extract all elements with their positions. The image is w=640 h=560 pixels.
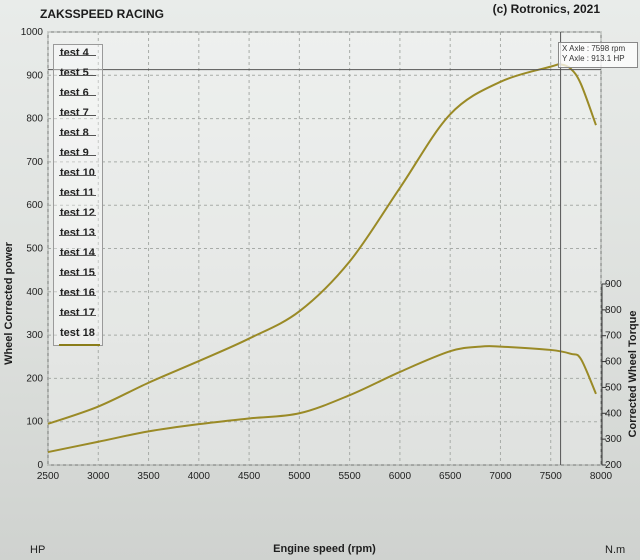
legend-item[interactable]: test 10 xyxy=(54,165,102,185)
legend-strike xyxy=(59,115,96,116)
right-tick-label: 900 xyxy=(605,279,622,290)
left-tick-label: 600 xyxy=(26,200,43,211)
grid-lines xyxy=(47,31,602,466)
legend-strike xyxy=(59,255,96,256)
legend-label: test 4 xyxy=(60,47,89,59)
legend-strike xyxy=(59,275,96,276)
legend-strike xyxy=(59,75,96,76)
x-tick-label: 6500 xyxy=(439,471,462,482)
legend-item[interactable]: test 16 xyxy=(54,285,102,305)
cursor-readout: X Axle : 7598 rpm Y Axle : 913.1 HP xyxy=(558,42,638,68)
legend-item[interactable]: test 9 xyxy=(54,145,102,165)
right-axis-unit: N.m xyxy=(605,544,625,556)
legend-item[interactable]: test 5 xyxy=(54,65,102,85)
left-tick-label: 100 xyxy=(26,417,43,428)
legend-label: test 16 xyxy=(60,287,95,299)
right-axis-ticks: 200 300 400 500 600 700 800 900 xyxy=(601,279,622,471)
legend: test 4 test 5 test 6 test 7 test 8 test 9 test… xyxy=(53,44,103,346)
x-tick-label: 4000 xyxy=(188,471,211,482)
legend-item[interactable]: test 18 xyxy=(54,325,102,346)
legend-strike xyxy=(59,95,96,96)
legend-label: test 8 xyxy=(60,127,89,139)
legend-strike xyxy=(59,295,96,296)
copyright-text: (c) Rotronics, 2021 xyxy=(492,2,600,16)
left-axis-title: Wheel Corrected power xyxy=(3,241,15,365)
legend-label: test 5 xyxy=(60,67,89,79)
right-tick-label: 500 xyxy=(605,382,622,393)
legend-label: test 14 xyxy=(60,247,95,259)
chart-title: ZAKSSPEED RACING xyxy=(40,7,165,21)
x-axis-title: Engine speed (rpm) xyxy=(273,543,376,555)
right-tick-label: 200 xyxy=(605,460,622,471)
legend-strike xyxy=(59,155,96,156)
legend-line-swatch xyxy=(59,344,100,346)
legend-strike xyxy=(59,195,96,196)
left-tick-label: 1000 xyxy=(21,27,44,38)
left-tick-label: 900 xyxy=(26,70,43,81)
legend-label: test 15 xyxy=(60,267,95,279)
left-tick-label: 400 xyxy=(26,287,43,298)
left-axis-unit: HP xyxy=(30,544,45,556)
x-tick-label: 7500 xyxy=(540,471,563,482)
torque-curve xyxy=(47,345,597,454)
cursor-y-readout: Y Axle : 913.1 HP xyxy=(562,54,625,63)
x-axis-ticks: 2500 3000 3500 4000 4500 5000 5500 6000 6500 7000… xyxy=(37,471,613,482)
legend-item[interactable]: test 12 xyxy=(54,205,102,225)
legend-item[interactable]: test 14 xyxy=(54,245,102,265)
right-tick-label: 600 xyxy=(605,357,622,368)
right-tick-label: 700 xyxy=(605,331,622,342)
legend-item[interactable]: test 11 xyxy=(54,185,102,205)
legend-label: test 17 xyxy=(60,307,95,319)
cursor-lines xyxy=(48,32,601,465)
legend-item[interactable]: test 15 xyxy=(54,265,102,285)
x-tick-label: 6000 xyxy=(389,471,412,482)
legend-item[interactable]: test 6 xyxy=(54,85,102,105)
legend-strike xyxy=(59,215,96,216)
x-tick-label: 4500 xyxy=(238,471,261,482)
right-tick-label: 400 xyxy=(605,408,622,419)
legend-label: test 18 xyxy=(60,327,95,339)
legend-label: test 12 xyxy=(60,207,95,219)
right-axis-title: Corrected Wheel Torque xyxy=(627,311,639,438)
legend-strike xyxy=(59,55,96,56)
legend-strike xyxy=(59,135,96,136)
x-tick-label: 3500 xyxy=(137,471,160,482)
legend-label: test 6 xyxy=(60,87,89,99)
legend-item[interactable]: test 4 xyxy=(54,45,102,65)
legend-label: test 9 xyxy=(60,147,89,159)
left-tick-label: 300 xyxy=(26,330,43,341)
x-tick-label: 5500 xyxy=(339,471,362,482)
right-tick-label: 300 xyxy=(605,434,622,445)
left-tick-label: 0 xyxy=(37,460,43,471)
legend-strike xyxy=(59,175,96,176)
cursor-x-readout: X Axle : 7598 rpm xyxy=(562,44,626,53)
x-tick-label: 5000 xyxy=(288,471,311,482)
x-tick-label: 7000 xyxy=(489,471,512,482)
legend-item[interactable]: test 7 xyxy=(54,105,102,125)
legend-label: test 10 xyxy=(60,167,95,179)
left-tick-label: 700 xyxy=(26,157,43,168)
legend-item[interactable]: test 13 xyxy=(54,225,102,245)
legend-label: test 7 xyxy=(60,107,89,119)
legend-item[interactable]: test 8 xyxy=(54,125,102,145)
x-tick-label: 2500 xyxy=(37,471,60,482)
legend-label: test 13 xyxy=(60,227,95,239)
x-tick-label: 8000 xyxy=(590,471,613,482)
legend-strike xyxy=(59,235,96,236)
x-tick-label: 3000 xyxy=(87,471,110,482)
left-axis-ticks: 0 100 200 300 400 500 600 700 800 900 1000 xyxy=(21,27,44,471)
left-tick-label: 200 xyxy=(26,373,43,384)
right-tick-label: 800 xyxy=(605,305,622,316)
legend-item[interactable]: test 17 xyxy=(54,305,102,325)
legend-strike xyxy=(59,315,96,316)
legend-label: test 11 xyxy=(60,187,95,199)
left-tick-label: 800 xyxy=(26,114,43,125)
left-tick-label: 500 xyxy=(26,244,43,255)
